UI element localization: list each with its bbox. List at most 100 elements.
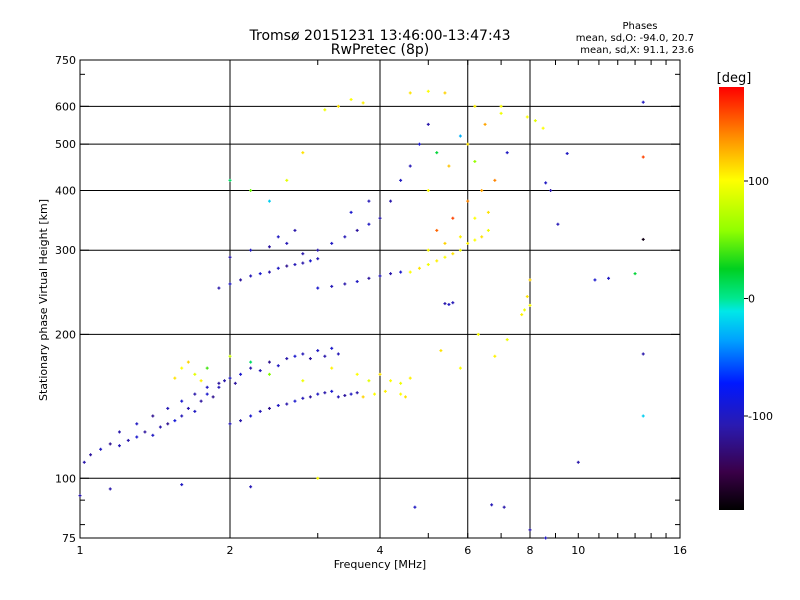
- data-point: [343, 282, 347, 286]
- data-point: [476, 332, 480, 336]
- data-point: [373, 392, 377, 396]
- data-point: [480, 188, 484, 192]
- data-point: [607, 276, 611, 280]
- y-tick-label: 400: [55, 184, 76, 197]
- data-point: [199, 379, 203, 383]
- data-point: [473, 216, 477, 220]
- data-points: [78, 89, 645, 540]
- colorbar-ticks: 100 0 -100: [744, 175, 773, 423]
- data-point: [641, 100, 645, 104]
- phases-stats-x: mean, sd,X: 91.1, 23.6: [580, 45, 694, 56]
- data-point: [493, 354, 497, 358]
- data-point: [173, 376, 177, 380]
- data-point: [249, 188, 253, 192]
- data-point: [349, 210, 353, 214]
- y-tick-label: 200: [55, 328, 76, 341]
- data-point: [593, 278, 597, 282]
- data-point: [228, 255, 232, 259]
- data-point: [499, 104, 503, 108]
- data-point: [249, 274, 253, 278]
- data-point: [367, 199, 371, 203]
- data-point: [486, 228, 490, 232]
- data-point: [126, 438, 130, 442]
- data-point: [408, 376, 412, 380]
- data-point: [293, 228, 297, 232]
- x-tick-label: 4: [377, 544, 384, 557]
- data-point: [205, 366, 209, 370]
- data-point: [451, 301, 455, 305]
- data-point: [301, 252, 305, 256]
- data-point: [520, 313, 524, 317]
- data-point: [301, 261, 305, 265]
- data-point: [316, 476, 320, 480]
- data-point: [399, 381, 403, 385]
- data-point: [528, 303, 532, 307]
- data-point: [483, 122, 487, 126]
- data-point: [493, 178, 497, 182]
- data-point: [443, 302, 447, 306]
- data-point: [166, 422, 170, 426]
- data-point: [544, 181, 548, 185]
- data-point: [180, 414, 184, 418]
- data-point: [239, 372, 243, 376]
- data-point: [267, 360, 271, 364]
- data-point: [293, 354, 297, 358]
- data-point: [426, 188, 430, 192]
- data-point: [435, 151, 439, 155]
- y-tick-label: 100: [55, 472, 76, 485]
- colorbar-tick-label: -100: [748, 410, 773, 423]
- x-tick-label: 2: [227, 544, 234, 557]
- data-point: [180, 366, 184, 370]
- x-tick-label: 16: [673, 544, 687, 557]
- data-point: [249, 248, 253, 252]
- data-point: [285, 264, 289, 268]
- data-point: [355, 280, 359, 284]
- data-point: [383, 389, 387, 393]
- data-point: [267, 372, 271, 376]
- data-point: [108, 487, 112, 491]
- data-point: [486, 210, 490, 214]
- data-point: [466, 199, 470, 203]
- data-point: [316, 248, 320, 252]
- colorbar-gradient: [719, 87, 744, 510]
- data-point: [285, 241, 289, 245]
- data-point: [378, 274, 382, 278]
- data-point: [439, 349, 443, 353]
- data-point: [641, 352, 645, 356]
- data-point: [316, 349, 320, 353]
- data-point: [408, 91, 412, 95]
- data-point: [426, 89, 430, 93]
- data-point: [249, 366, 253, 370]
- colorbar-tick-label: 0: [748, 293, 755, 306]
- data-point: [576, 460, 580, 464]
- data-point: [249, 360, 253, 364]
- data-point: [151, 414, 155, 418]
- data-point: [285, 178, 289, 182]
- data-point: [435, 259, 439, 263]
- data-point: [417, 142, 421, 146]
- data-point: [458, 134, 462, 138]
- data-point: [193, 372, 197, 376]
- colorbar-label: [deg]: [717, 71, 752, 86]
- data-point: [525, 115, 529, 119]
- data-point: [233, 381, 237, 385]
- data-point: [413, 505, 417, 509]
- data-point: [276, 235, 280, 239]
- data-point: [389, 272, 393, 276]
- data-point: [316, 392, 320, 396]
- y-tick-label: 500: [55, 138, 76, 151]
- data-point: [143, 430, 147, 434]
- data-point: [249, 485, 253, 489]
- data-point: [166, 406, 170, 410]
- data-point: [408, 270, 412, 274]
- data-point: [473, 238, 477, 242]
- data-point: [399, 178, 403, 182]
- data-point: [180, 399, 184, 403]
- data-point: [285, 402, 289, 406]
- data-point: [355, 372, 359, 376]
- data-point: [641, 155, 645, 159]
- data-point: [355, 391, 359, 395]
- data-point: [451, 216, 455, 220]
- data-point: [544, 536, 548, 540]
